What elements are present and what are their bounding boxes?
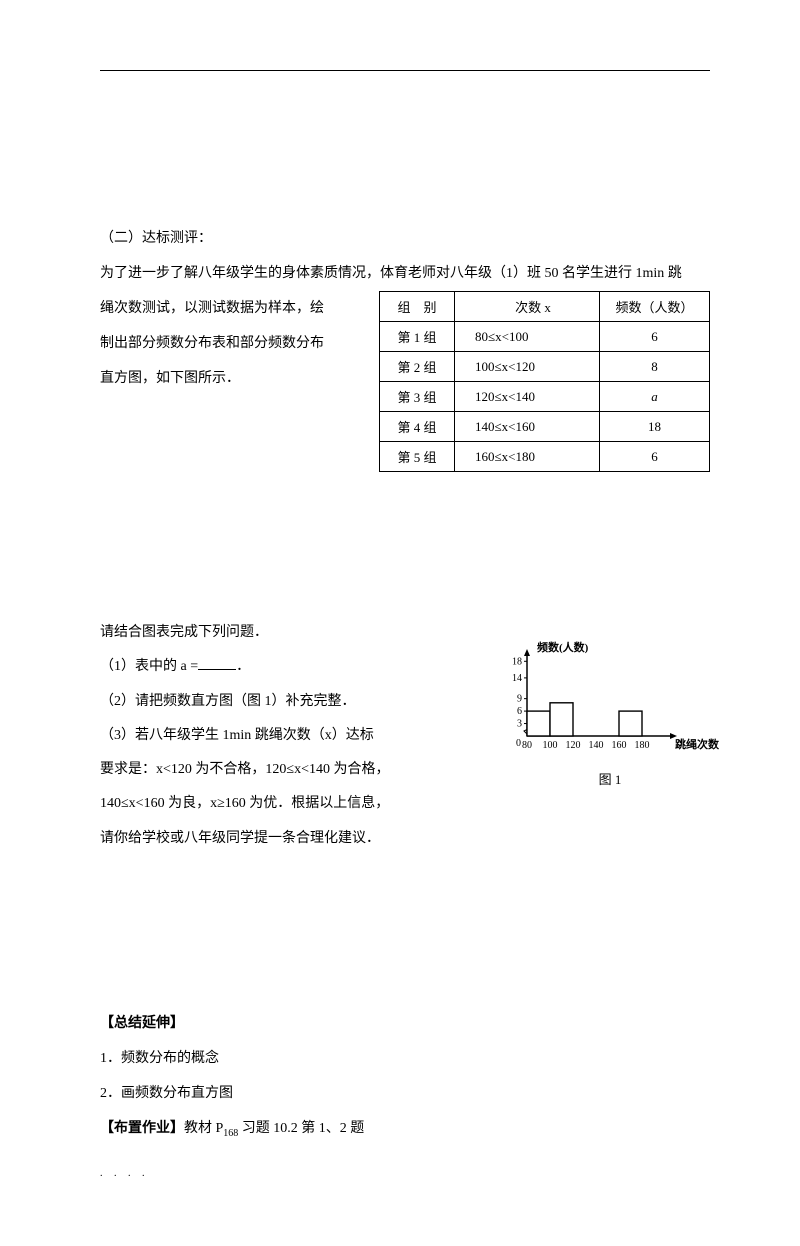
chart-caption: 图 1 bbox=[495, 769, 725, 788]
svg-text:180: 180 bbox=[635, 740, 650, 751]
table-row: 第 4 组 140≤x<160 18 bbox=[380, 412, 710, 442]
question-1: （1）表中的 a = ． bbox=[100, 650, 430, 684]
homework-line: 【布置作业】教材 P168 习题 10.2 第 1、2 题 bbox=[100, 1111, 710, 1146]
summary-heading: 【总结延伸】 bbox=[100, 1006, 710, 1041]
svg-text:140: 140 bbox=[589, 740, 604, 751]
table-row: 第 3 组 120≤x<140 a bbox=[380, 382, 710, 412]
svg-text:3: 3 bbox=[517, 719, 522, 730]
q1-text-b: ． bbox=[236, 659, 250, 674]
questions-section: 请结合图表完成下列问题． （1）表中的 a = ． （2）请把频数直方图（图 1）… bbox=[100, 616, 710, 856]
summary-line-1: 1．频数分布的概念 bbox=[100, 1041, 710, 1076]
cell-range-text: 120≤x<140 bbox=[475, 389, 535, 404]
intro-line-1: 为了进一步了解八年级学生的身体素质情况，体育老师对八年级（1）班 50 名学生进… bbox=[100, 256, 710, 291]
table-row: 第 5 组 160≤x<180 6 bbox=[380, 442, 710, 472]
cell-freq: 6 bbox=[600, 322, 710, 352]
frequency-table: 组 别 次数 x 频数（人数） 第 1 组 80≤x<100 6 第 2 组 1… bbox=[379, 291, 710, 472]
intro-with-table: 绳次数测试，以测试数据为样本，绘 制出部分频数分布表和部分频数分布 直方图，如下… bbox=[100, 291, 710, 586]
cell-range-text: 80≤x<100 bbox=[475, 329, 528, 344]
cell-freq: 6 bbox=[600, 442, 710, 472]
table-header-freq: 频数（人数） bbox=[600, 292, 710, 322]
svg-text:6: 6 bbox=[517, 706, 522, 717]
question-3-line-4: 请你给学校或八年级同学提一条合理化建议． bbox=[100, 822, 430, 856]
cell-group: 第 5 组 bbox=[380, 442, 455, 472]
cell-group: 第 1 组 bbox=[380, 322, 455, 352]
svg-text:0: 0 bbox=[516, 738, 521, 749]
cell-range: 80≤x<100 bbox=[455, 322, 600, 352]
table-row: 第 1 组 80≤x<100 6 bbox=[380, 322, 710, 352]
cell-freq: 8 bbox=[600, 352, 710, 382]
q1-text-a: （1）表中的 a = bbox=[100, 659, 198, 674]
svg-text:跳绳次数: 跳绳次数 bbox=[675, 737, 720, 751]
cell-range: 100≤x<120 bbox=[455, 352, 600, 382]
table-header-count: 次数 x bbox=[455, 292, 600, 322]
cell-group: 第 2 组 bbox=[380, 352, 455, 382]
question-3-line-3: 140≤x<160 为良，x≥160 为优．根据以上信息， bbox=[100, 787, 430, 821]
svg-text:160: 160 bbox=[612, 740, 627, 751]
table-header-row: 组 别 次数 x 频数（人数） bbox=[380, 292, 710, 322]
svg-text:频数(人数): 频数(人数) bbox=[537, 641, 589, 654]
question-3-line-1: （3）若八年级学生 1min 跳绳次数（x）达标 bbox=[100, 719, 430, 753]
question-2: （2）请把频数直方图（图 1）补充完整． bbox=[100, 685, 430, 719]
cell-range: 160≤x<180 bbox=[455, 442, 600, 472]
question-3-line-2: 要求是：x<120 为不合格，120≤x<140 为合格， bbox=[100, 753, 430, 787]
question-prompt: 请结合图表完成下列问题． bbox=[100, 616, 430, 650]
homework-text-a: 教材 P bbox=[184, 1121, 223, 1136]
svg-text:80: 80 bbox=[522, 740, 532, 751]
cell-range: 140≤x<160 bbox=[455, 412, 600, 442]
cell-range-text: 100≤x<120 bbox=[475, 359, 535, 374]
table-row: 第 2 组 100≤x<120 8 bbox=[380, 352, 710, 382]
cell-freq: a bbox=[600, 382, 710, 412]
svg-text:14: 14 bbox=[512, 673, 522, 684]
cell-group: 第 4 组 bbox=[380, 412, 455, 442]
cell-freq: 18 bbox=[600, 412, 710, 442]
dotted-line: . . . . bbox=[100, 1161, 710, 1186]
cell-group: 第 3 组 bbox=[380, 382, 455, 412]
svg-text:18: 18 bbox=[512, 656, 522, 667]
summary-line-2: 2．画频数分布直方图 bbox=[100, 1076, 710, 1111]
page: （二）达标测评： 为了进一步了解八年级学生的身体素质情况，体育老师对八年级（1）… bbox=[0, 0, 800, 1246]
summary-section: 【总结延伸】 1．频数分布的概念 2．画频数分布直方图 【布置作业】教材 P16… bbox=[100, 1006, 710, 1186]
section-heading: （二）达标测评： bbox=[100, 221, 710, 256]
table-header-count-text: 次数 x bbox=[515, 300, 551, 315]
homework-heading: 【布置作业】 bbox=[100, 1121, 184, 1136]
svg-text:100: 100 bbox=[543, 740, 558, 751]
svg-text:120: 120 bbox=[566, 740, 581, 751]
cell-range-text: 160≤x<180 bbox=[475, 449, 535, 464]
top-rule bbox=[100, 70, 710, 71]
histogram-chart: 频数(人数) 3 69 14 18 80 100 120 140 160 180 跳绳次数 0 图 1 bbox=[495, 641, 725, 788]
homework-sub: 168 bbox=[223, 1128, 238, 1139]
blank-line bbox=[198, 669, 236, 670]
histogram-svg: 频数(人数) 3 69 14 18 80 100 120 140 160 180 跳绳次数 0 bbox=[495, 641, 725, 756]
cell-range: 120≤x<140 bbox=[455, 382, 600, 412]
table-header-group: 组 别 bbox=[380, 292, 455, 322]
questions-text: 请结合图表完成下列问题． （1）表中的 a = ． （2）请把频数直方图（图 1）… bbox=[100, 616, 430, 856]
homework-text-b: 习题 10.2 第 1、2 题 bbox=[238, 1121, 364, 1136]
cell-range-text: 140≤x<160 bbox=[475, 419, 535, 434]
svg-text:9: 9 bbox=[517, 694, 522, 705]
